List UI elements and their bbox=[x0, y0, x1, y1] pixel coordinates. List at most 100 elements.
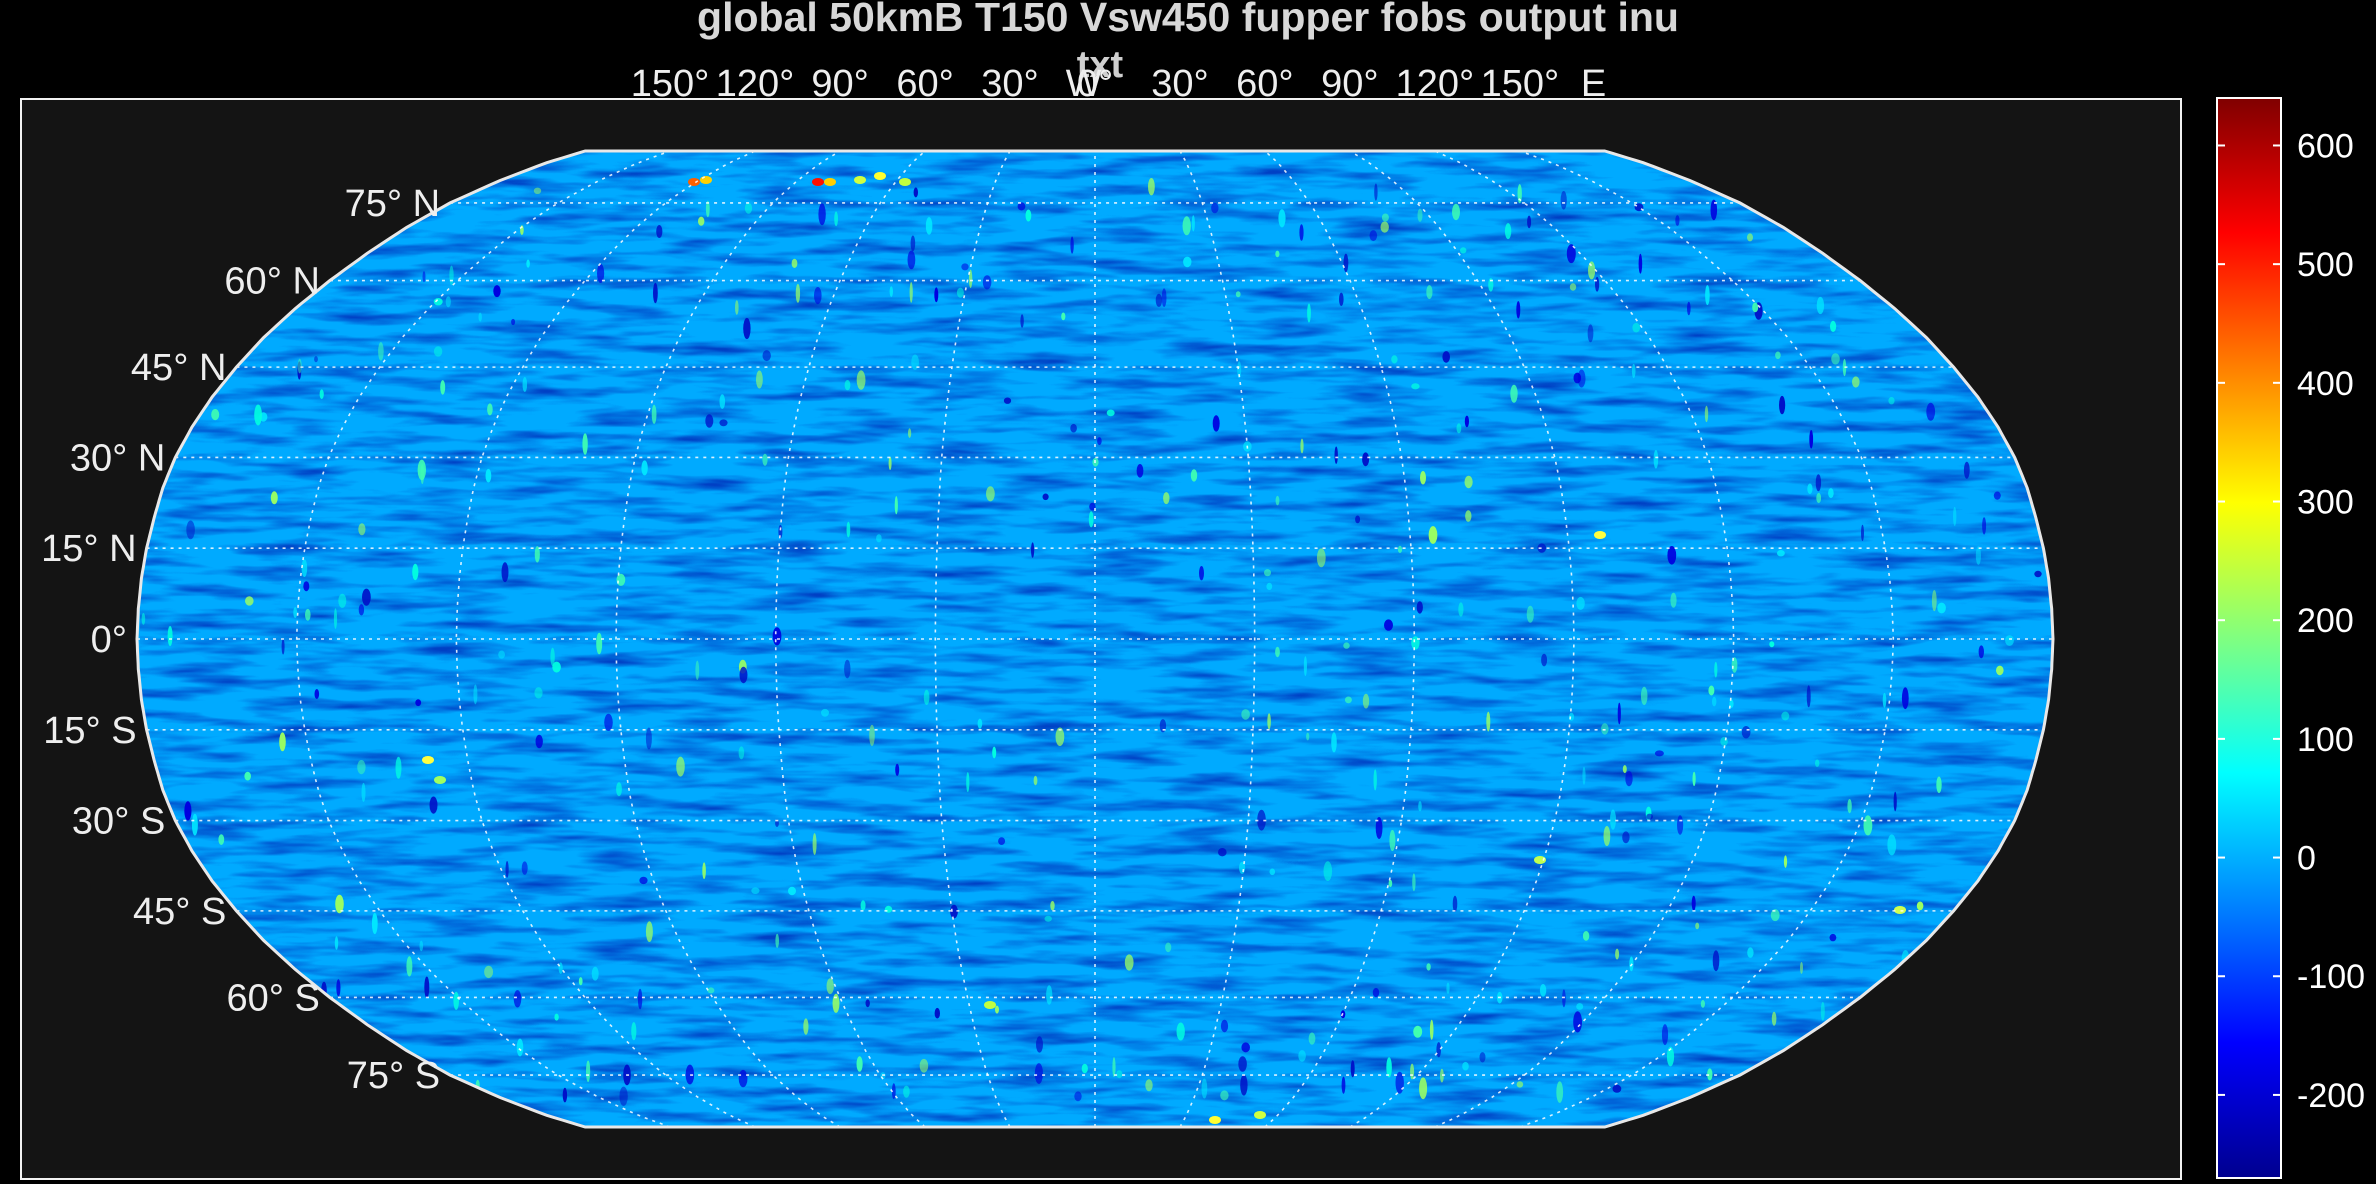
anomaly-spot bbox=[1741, 726, 1751, 739]
anomaly-spot bbox=[1369, 230, 1378, 242]
anomaly-spot bbox=[1632, 322, 1640, 333]
anomaly-spot bbox=[1996, 665, 2004, 676]
anomaly-spot bbox=[516, 1038, 524, 1057]
anomaly-spot bbox=[1257, 809, 1266, 831]
anomaly-spot bbox=[1705, 285, 1710, 306]
anomaly-spot bbox=[1442, 351, 1450, 363]
anomaly-spot bbox=[925, 217, 933, 235]
anomaly-spot bbox=[651, 404, 657, 424]
anomaly-spot bbox=[1516, 1081, 1524, 1088]
anomaly-spot bbox=[1882, 692, 1887, 708]
anomaly-spot bbox=[485, 468, 492, 483]
anomaly-spot bbox=[966, 772, 970, 793]
anomaly-spot bbox=[641, 460, 648, 476]
anomaly-spot bbox=[1695, 922, 1700, 930]
anomaly-spot bbox=[1211, 202, 1219, 214]
anomaly-spot bbox=[281, 639, 285, 655]
anomaly-spot bbox=[1576, 596, 1585, 610]
anomaly-spot bbox=[534, 687, 543, 699]
anomaly-spot bbox=[301, 559, 308, 577]
anomaly-spot bbox=[1462, 1061, 1469, 1071]
anomaly-spot bbox=[1331, 732, 1337, 753]
anomaly-spot bbox=[1191, 215, 1195, 232]
anomaly-spot bbox=[1036, 1036, 1043, 1053]
anomaly-spot bbox=[1610, 809, 1616, 830]
longitude-labels: 150° 120° 90° 60° 30° W0° 30° 60° 90° 120° 150° E bbox=[631, 63, 1606, 105]
colorbar-tick-label: 0 bbox=[2297, 840, 2316, 878]
anomaly-spot bbox=[977, 718, 983, 729]
anomaly-spot bbox=[1124, 954, 1134, 971]
anomaly-spot bbox=[1562, 989, 1566, 1008]
longitude-label: 90° bbox=[811, 63, 868, 105]
hot-spot bbox=[899, 178, 911, 186]
anomaly-spot bbox=[395, 756, 402, 779]
anomaly-spot bbox=[1050, 900, 1055, 911]
anomaly-spot bbox=[420, 464, 425, 485]
anomaly-spot bbox=[1199, 566, 1204, 581]
anomaly-spot bbox=[558, 962, 563, 974]
hot-spot bbox=[812, 178, 824, 186]
anomaly-spot bbox=[2034, 570, 2042, 578]
anomaly-spot bbox=[894, 496, 898, 515]
anomaly-spot bbox=[738, 1069, 748, 1088]
anomaly-spot bbox=[1339, 292, 1344, 306]
anomaly-spot bbox=[1350, 1060, 1355, 1078]
anomaly-spot bbox=[719, 394, 726, 409]
anomaly-spot bbox=[521, 861, 528, 875]
anomaly-spot bbox=[986, 486, 995, 502]
anomaly-spot bbox=[1081, 1063, 1088, 1074]
anomaly-spot bbox=[1595, 276, 1600, 292]
anomaly-spot bbox=[869, 724, 875, 747]
anomaly-spot bbox=[314, 689, 320, 699]
anomaly-spot bbox=[1429, 1019, 1434, 1040]
anomaly-spot bbox=[705, 414, 714, 428]
anomaly-spot bbox=[788, 886, 796, 896]
anomaly-spot bbox=[1777, 550, 1785, 557]
anomaly-spot bbox=[484, 965, 494, 979]
anomaly-spot bbox=[950, 904, 958, 919]
anomaly-spot bbox=[1413, 1025, 1423, 1038]
anomaly-spot bbox=[1667, 546, 1677, 565]
anomaly-spot bbox=[1646, 813, 1653, 820]
anomaly-spot bbox=[1044, 915, 1052, 922]
anomaly-spot bbox=[1560, 191, 1567, 210]
anomaly-spot bbox=[1182, 216, 1191, 236]
anomaly-spot bbox=[826, 978, 834, 995]
anomaly-spot bbox=[415, 699, 422, 707]
anomaly-spot bbox=[1420, 471, 1426, 485]
anomaly-spot bbox=[297, 358, 302, 374]
anomaly-spot bbox=[1034, 1063, 1043, 1084]
anomaly-spot bbox=[1488, 278, 1494, 292]
latitude-label: 45° S bbox=[133, 891, 226, 933]
anomaly-spot bbox=[1155, 293, 1163, 307]
anomaly-spot bbox=[1341, 1076, 1346, 1094]
anomaly-spot bbox=[1241, 1042, 1250, 1053]
anomaly-spot bbox=[1731, 657, 1738, 673]
anomaly-spot bbox=[1238, 1056, 1247, 1072]
anomaly-spot bbox=[1653, 450, 1659, 469]
anomaly-spot bbox=[1003, 397, 1012, 404]
anomaly-spot bbox=[778, 524, 783, 539]
anomaly-spot bbox=[1829, 933, 1837, 942]
anomaly-spot bbox=[522, 377, 528, 392]
anomaly-spot bbox=[1097, 437, 1102, 446]
anomaly-spot bbox=[184, 801, 192, 821]
anomaly-spot bbox=[1576, 1003, 1584, 1010]
anomaly-spot bbox=[1807, 483, 1813, 495]
anomaly-spot bbox=[903, 1085, 910, 1098]
anomaly-spot bbox=[1464, 415, 1469, 428]
anomaly-spot bbox=[1771, 1011, 1777, 1026]
longitude-label: 90° bbox=[1321, 63, 1378, 105]
anomaly-spot bbox=[1031, 542, 1035, 558]
meridian-line bbox=[1179, 150, 1256, 1128]
anomaly-spot bbox=[505, 861, 509, 878]
meridian-line bbox=[1519, 150, 1895, 1128]
anomaly-spot bbox=[433, 346, 443, 357]
anomaly-spot bbox=[1815, 474, 1822, 492]
anomaly-spot bbox=[1278, 209, 1286, 228]
hot-spot bbox=[700, 176, 712, 184]
anomaly-spot bbox=[1061, 312, 1066, 321]
anomaly-spot bbox=[1617, 702, 1621, 725]
longitude-label: 60° bbox=[896, 63, 953, 105]
